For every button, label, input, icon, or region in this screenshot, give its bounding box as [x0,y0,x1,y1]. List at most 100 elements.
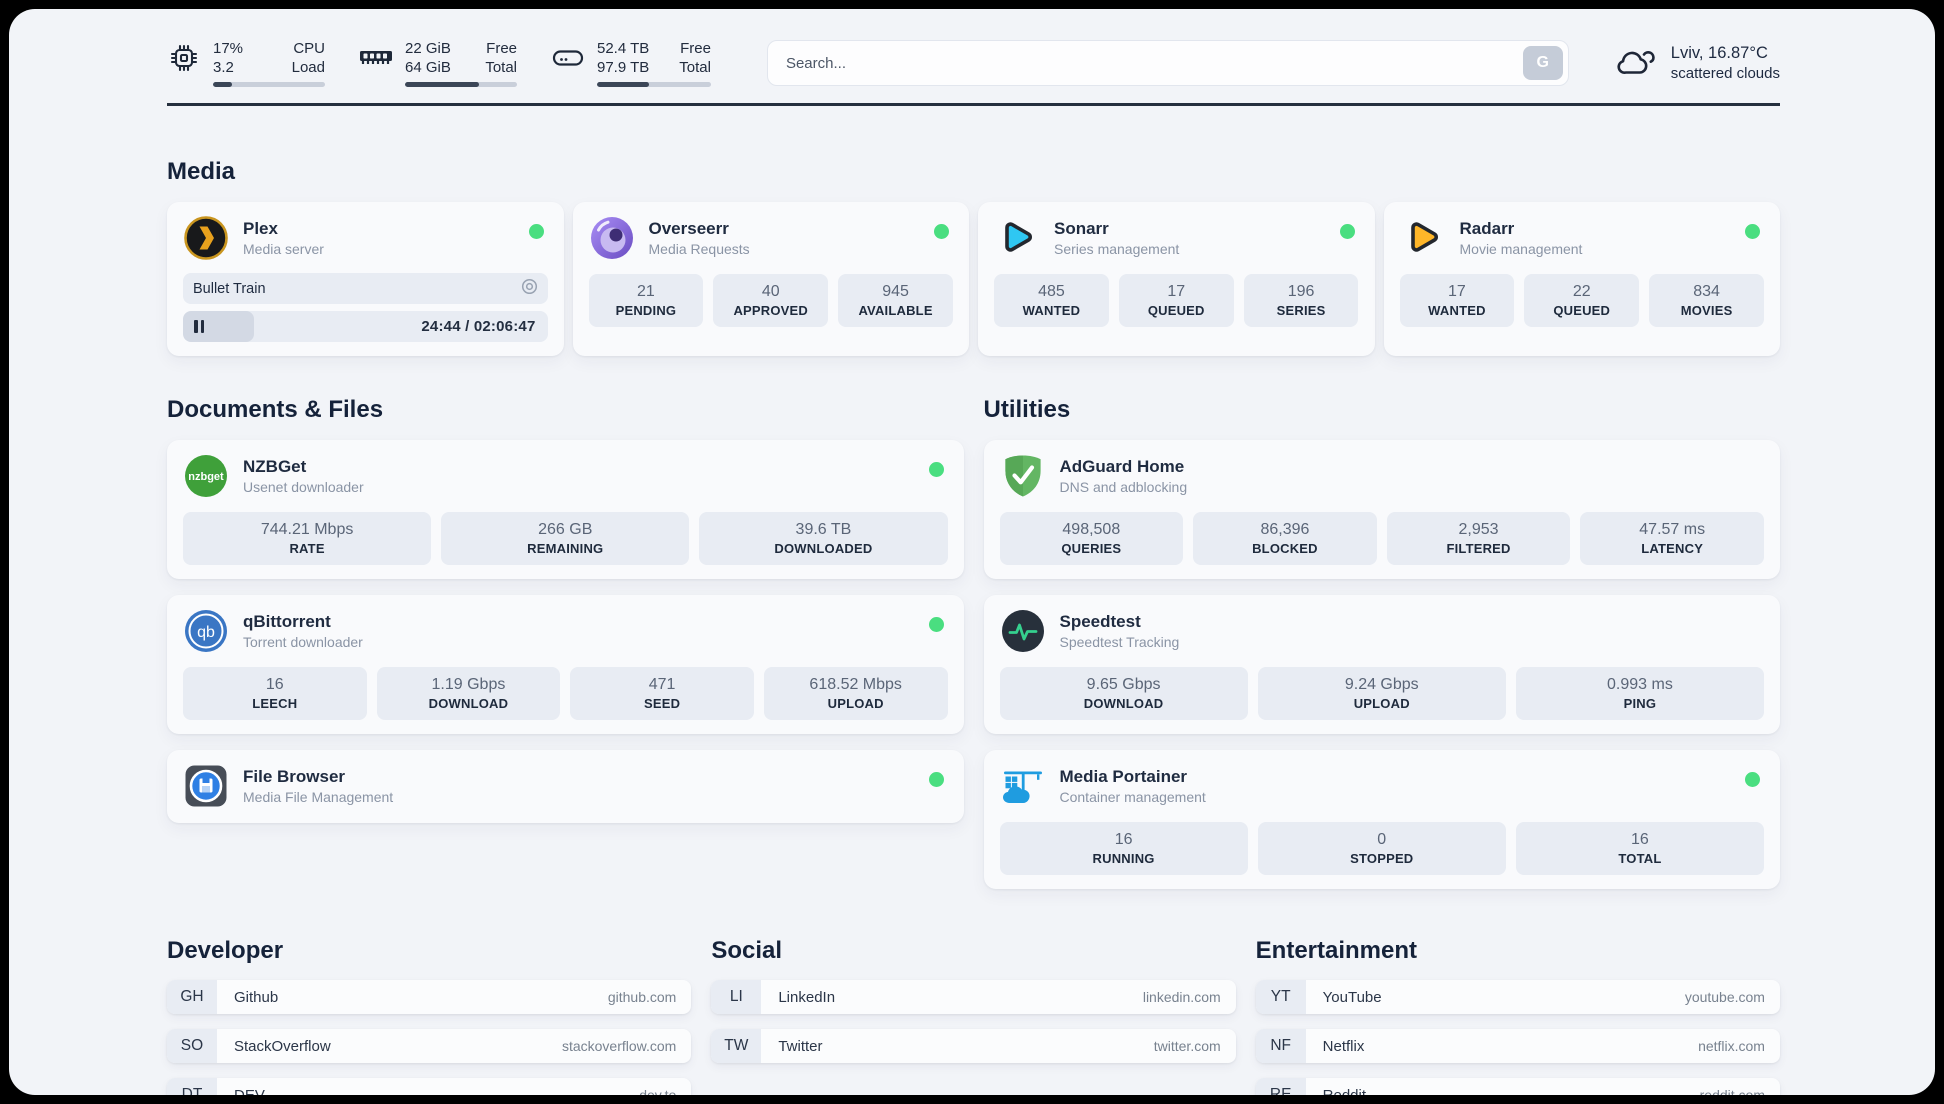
section-title-documents: Documents & Files [167,396,384,423]
pause-icon [200,320,204,333]
link-abbr: TW [711,1029,762,1063]
storage-total-label: Total [679,59,711,76]
plex-now-playing-row[interactable]: Bullet Train [183,273,548,304]
app-card-plex[interactable]: Plex Media server Bullet Train 24:4 [167,202,564,356]
link-youtube[interactable]: YT YouTube youtube.com [1255,980,1780,1014]
link-url: twitter.com [1153,1038,1221,1054]
search-engine-button[interactable]: G [1522,46,1563,80]
plex-icon [183,215,229,261]
stat-available: 945 AVAILABLE [838,274,953,327]
cpu-widget: 17% 3.2 CPU Load [167,39,325,87]
cloud-icon [1615,44,1657,83]
portainer-status-online-dot [1745,772,1760,787]
weather-location-temp: Lviv, 16.87°C [1670,44,1768,62]
app-desc: Media server [243,240,324,257]
plex-playback-progress[interactable]: 24:44 / 02:06:47 [183,311,548,342]
documents-column: Documents & Files nzbget NZBGet [167,396,964,823]
link-url: reddit.com [1699,1087,1765,1095]
link-netflix[interactable]: NF Netflix netflix.com [1255,1029,1780,1063]
stat-label: LEECH [252,696,298,711]
link-linkedin[interactable]: LI LinkedIn linkedin.com [711,980,1236,1014]
stat-value: 47.57 ms [1639,521,1706,538]
stat-label: BLOCKED [1252,541,1318,556]
link-name: YouTube [1322,988,1382,1006]
radarr-icon [1400,215,1446,261]
svg-text:qb: qb [197,624,215,641]
stat-seed: 471 SEED [570,667,754,720]
app-card-overseerr[interactable]: Overseerr Media Requests 21 PENDING 40 A… [572,202,969,356]
stat-value: 16 [1114,831,1133,848]
stat-label: STOPPED [1350,851,1414,866]
memory-total-value: 64 GiB [405,59,451,76]
stat-label: DOWNLOAD [1083,696,1164,711]
link-abbr: DT [167,1078,217,1095]
stat-approved: 40 APPROVED [713,274,829,327]
stat-latency: 47.57 ms LATENCY [1580,512,1764,565]
filebrowser-icon [183,763,229,809]
stat-label: QUEUED [1553,303,1611,318]
app-card-adguard[interactable]: AdGuard Home DNS and adblocking 498,508 … [983,440,1780,579]
app-desc: Media Requests [648,240,750,257]
pause-icon [194,320,198,333]
stat-value: 22 [1572,283,1591,300]
link-twitter[interactable]: TW Twitter twitter.com [711,1029,1236,1063]
hard-drive-icon [551,41,585,75]
link-abbr: SO [167,1029,217,1063]
link-name: Github [234,988,279,1006]
radarr-status-online-dot [1745,224,1760,239]
bookmark-group-entertainment: Entertainment YT YouTube youtube.com NF … [1255,937,1780,1095]
link-name: StackOverflow [234,1037,331,1055]
link-stackoverflow[interactable]: SO StackOverflow stackoverflow.com [167,1029,692,1063]
plex-session-target-icon[interactable] [521,278,538,299]
link-url: youtube.com [1684,989,1765,1005]
top-bar: 17% 3.2 CPU Load [167,39,1780,87]
stat-pending: 21 PENDING [588,274,704,327]
stat-label: RUNNING [1092,851,1155,866]
memory-usage-bar [405,82,517,87]
link-github[interactable]: GH Github github.com [167,980,692,1014]
search-input[interactable] [766,40,1569,86]
link-reddit[interactable]: RE Reddit reddit.com [1255,1078,1780,1095]
app-card-radarr[interactable]: Radarr Movie management 17 WANTED 22 QUE… [1383,202,1780,356]
link-url: github.com [607,989,677,1005]
cpu-load-label: Load [291,59,325,76]
media-card-row: Plex Media server Bullet Train 24:4 [167,202,1780,356]
sonarr-icon [994,215,1040,261]
stat-label: QUERIES [1061,541,1122,556]
stat-wanted: 485 WANTED [994,274,1109,327]
app-name: Overseerr [648,218,729,238]
link-abbr: GH [167,980,217,1014]
link-url: dev.to [639,1087,677,1095]
link-name: Netflix [1322,1037,1365,1055]
memory-free-value: 22 GiB [405,40,451,57]
stat-label: SERIES [1276,303,1326,318]
app-desc: Usenet downloader [243,478,364,495]
app-name: qBittorrent [243,611,331,631]
stat-label: WANTED [1428,303,1486,318]
stat-value: 21 [637,283,655,300]
weather-widget: Lviv, 16.87°C scattered clouds [1615,42,1780,84]
link-dev[interactable]: DT DEV dev.to [167,1078,692,1095]
app-card-speedtest[interactable]: Speedtest Speedtest Tracking 9.65 Gbps D… [983,595,1780,734]
app-card-nzbget[interactable]: nzbget NZBGet Usenet downloader 744.21 M… [167,440,964,579]
app-name: File Browser [243,766,346,786]
app-card-sonarr[interactable]: Sonarr Series management 485 WANTED 17 Q… [978,202,1375,356]
search-bar: G [766,40,1569,86]
speedtest-pulse-icon [1000,608,1046,654]
plex-playback-time: 24:44 / 02:06:47 [421,318,536,335]
app-card-portainer[interactable]: Media Portainer Container management 16 … [983,750,1780,889]
link-abbr: RE [1255,1078,1306,1095]
stat-value: 0 [1377,831,1387,848]
stat-value: 9.65 Gbps [1086,676,1161,693]
link-url: linkedin.com [1142,989,1221,1005]
bookmark-group-developer: Developer GH Github github.com SO StackO… [167,937,692,1095]
adguard-shield-icon [1000,453,1046,499]
app-card-filebrowser[interactable]: File Browser Media File Management [167,750,964,823]
stat-value: 16 [265,676,284,693]
app-desc: DNS and adblocking [1059,478,1188,495]
stat-value: 86,396 [1260,521,1310,538]
stat-value: 40 [761,283,780,300]
app-card-qbittorrent[interactable]: qb qBittorrent Torrent downloader 16 LEE… [167,595,964,734]
stat-label: QUEUED [1147,303,1205,318]
app-desc: Torrent downloader [243,633,363,650]
